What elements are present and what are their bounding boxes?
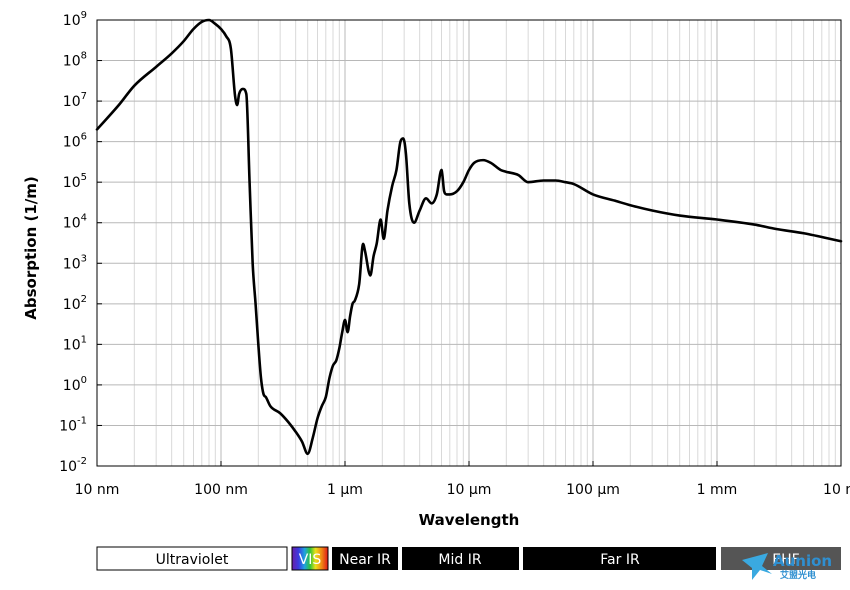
band-near-ir: Near IR <box>332 547 398 570</box>
watermark-text: Aunion <box>773 552 832 570</box>
band-ultraviolet: Ultraviolet <box>96 546 288 571</box>
spectrum-band-bar: Ultraviolet VIS Near IR Mid IR Far IR EH… <box>96 546 841 571</box>
y-tick-label: 108 <box>63 51 87 70</box>
x-tick-label: 1 mm <box>697 482 738 498</box>
y-tick-label: 106 <box>63 132 87 151</box>
y-axis-label: Absorption (1/m) <box>22 176 40 320</box>
watermark-subtext: 艾盟光电 <box>780 569 816 581</box>
band-mid-ir: Mid IR <box>402 547 519 570</box>
watermark-logo: Aunion 艾盟光电 <box>742 552 832 581</box>
y-tick-label: 104 <box>63 213 87 232</box>
band-label-mid-ir: Mid IR <box>438 552 481 568</box>
band-far-ir: Far IR <box>523 547 716 570</box>
x-tick-label: 10 μm <box>447 482 492 498</box>
x-tick-label: 100 μm <box>566 482 620 498</box>
x-axis-ticks: 10 nm 100 nm 1 μm 10 μm 100 μm 1 mm 10 m <box>75 461 850 498</box>
y-tick-label: 102 <box>63 294 87 313</box>
band-label-far-ir: Far IR <box>600 552 640 568</box>
plot-frame <box>96 19 842 467</box>
y-tick-label: 10-2 <box>59 456 87 475</box>
x-tick-label: 10 m <box>823 482 850 498</box>
y-axis-ticks: 10-2 10-1 100 101 102 103 104 105 106 107 108 109 <box>59 10 102 475</box>
y-tick-label: 100 <box>63 375 87 394</box>
band-label-ultraviolet: Ultraviolet <box>156 552 229 568</box>
x-axis-label: Wavelength <box>419 511 520 529</box>
watermark-plane-icon <box>742 553 772 580</box>
y-tick-label: 109 <box>63 10 87 29</box>
x-tick-label: 10 nm <box>75 482 120 498</box>
band-label-ehf: EHF <box>772 552 799 568</box>
band-label-near-ir: Near IR <box>339 552 391 568</box>
x-tick-label: 100 nm <box>194 482 248 498</box>
band-label-visible: VIS <box>299 552 322 568</box>
absorption-series-line <box>95 18 843 456</box>
y-tick-label: 101 <box>63 334 87 353</box>
y-tick-label: 105 <box>63 172 87 191</box>
grid-lines <box>96 20 841 467</box>
y-tick-label: 10-1 <box>59 415 87 434</box>
band-visible: VIS <box>291 546 329 571</box>
y-tick-label: 103 <box>63 253 87 272</box>
x-tick-label: 1 μm <box>327 482 363 498</box>
y-tick-label: 107 <box>63 91 87 110</box>
